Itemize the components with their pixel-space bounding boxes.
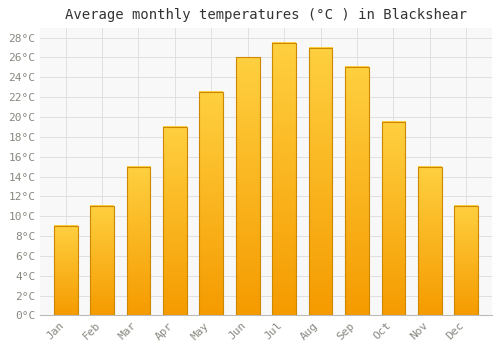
Bar [54,226,78,315]
Bar [90,206,114,315]
Bar [418,167,442,315]
Bar [126,167,150,315]
Bar [345,67,369,315]
Bar [454,206,478,315]
Title: Average monthly temperatures (°C ) in Blackshear: Average monthly temperatures (°C ) in Bl… [65,8,467,22]
Bar [272,43,296,315]
Bar [163,127,186,315]
Bar [200,92,223,315]
Bar [236,57,260,315]
Bar [308,48,332,315]
Bar [382,122,405,315]
